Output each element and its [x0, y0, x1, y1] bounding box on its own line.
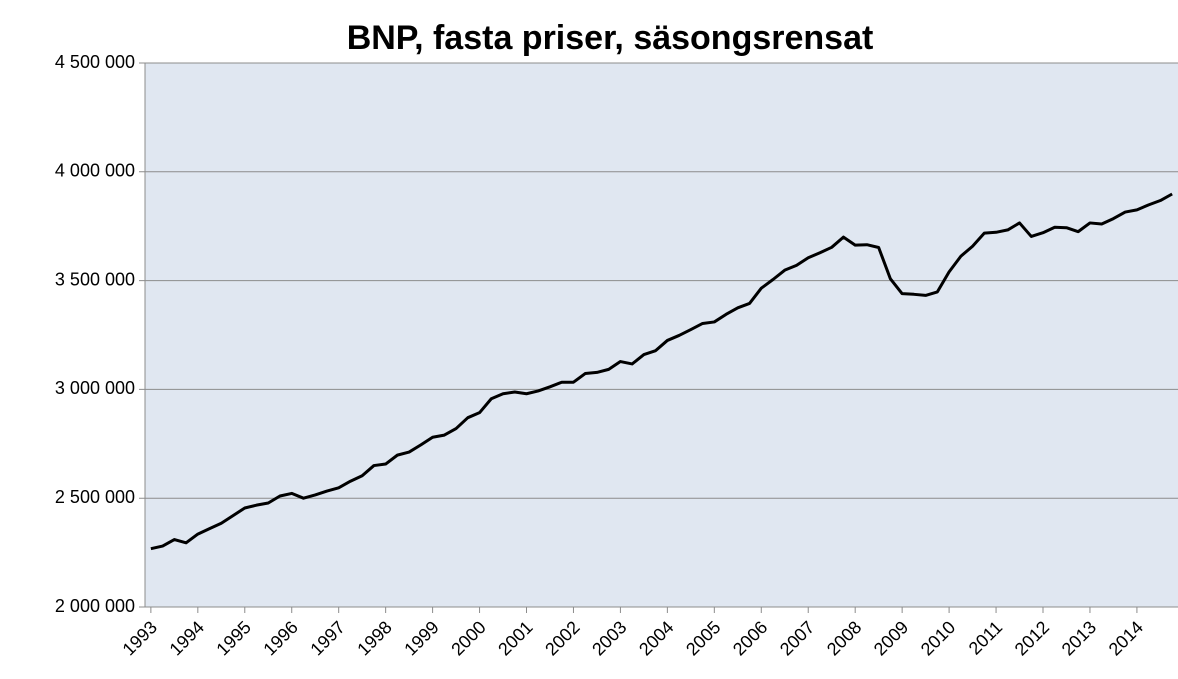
x-tick-label: 2011 [965, 617, 1007, 659]
chart-title: BNP, fasta priser, säsongsrensat [347, 19, 874, 57]
x-tick-label: 2003 [588, 617, 630, 659]
x-tick-label: 1999 [400, 617, 442, 659]
y-tick-label: 2 500 000 [55, 487, 135, 507]
x-tick-label: 1998 [353, 617, 395, 659]
x-tick-label: 2004 [635, 617, 677, 659]
y-tick-label: 4 500 000 [55, 52, 135, 72]
x-tick-label: 1997 [306, 617, 348, 659]
x-tick-label: 2006 [729, 617, 771, 659]
x-tick-label: 2001 [494, 617, 536, 659]
plot-area [145, 63, 1178, 607]
y-tick-label: 4 000 000 [55, 161, 135, 181]
x-tick-label: 2014 [1105, 617, 1147, 659]
x-tick-label: 2002 [541, 617, 583, 659]
x-tick-label: 1994 [166, 617, 208, 659]
x-tick-label: 2000 [447, 617, 489, 659]
x-tick-label: 2009 [870, 617, 912, 659]
x-tick-label: 1995 [213, 617, 255, 659]
y-tick-label: 3 500 000 [55, 269, 135, 289]
x-tick-label: 2007 [776, 617, 818, 659]
x-tick-label: 2013 [1058, 617, 1100, 659]
x-tick-label: 2010 [917, 617, 959, 659]
y-tick-label: 3 000 000 [55, 378, 135, 398]
x-tick-label: 2012 [1011, 617, 1053, 659]
x-tick-label: 1993 [119, 617, 161, 659]
y-tick-label: 2 000 000 [55, 596, 135, 616]
x-tick-label: 1996 [259, 617, 301, 659]
data-line [150, 192, 1173, 551]
x-tick-label: 2005 [682, 617, 724, 659]
x-tick-label: 2008 [823, 617, 865, 659]
